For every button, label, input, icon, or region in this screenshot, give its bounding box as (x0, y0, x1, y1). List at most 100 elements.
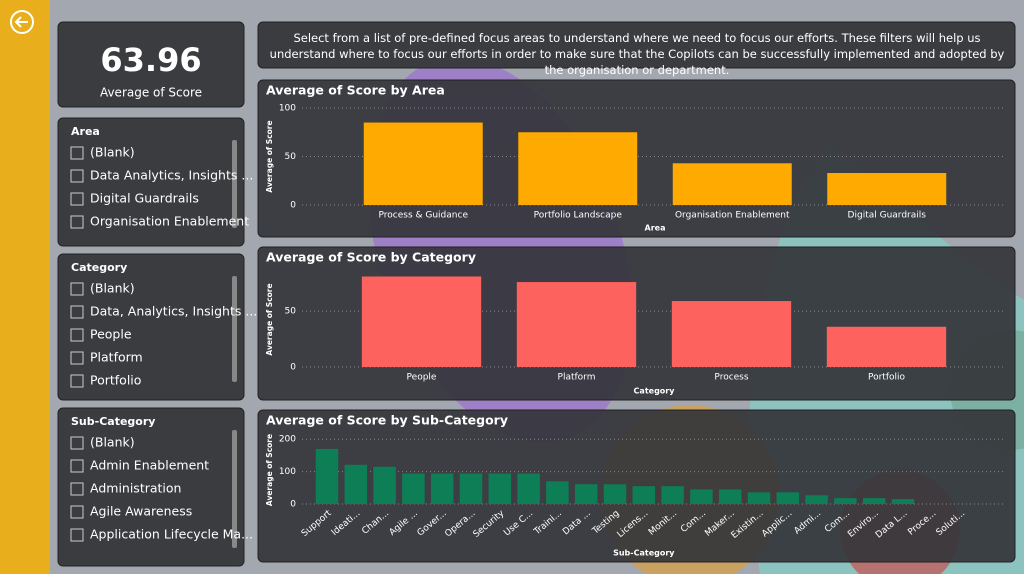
checkbox[interactable] (70, 505, 84, 519)
filter-item[interactable]: Administration (90, 481, 181, 496)
x-tick-label: Platform (558, 373, 596, 383)
checkbox[interactable] (70, 305, 84, 319)
sidebar (0, 0, 50, 574)
kpi-value: 63.96 (100, 41, 201, 79)
bar (776, 492, 800, 504)
y-axis-title: Average of Score (265, 283, 274, 355)
y-tick-label: 100 (279, 104, 296, 114)
bar (574, 484, 598, 504)
y-tick-label: 0 (290, 363, 296, 373)
bar (315, 448, 339, 504)
bar (834, 498, 857, 504)
kpi-label: Average of Score (100, 86, 202, 100)
bar (891, 499, 915, 504)
chart-title: Average of Score by Sub-Category (266, 413, 508, 428)
checkbox[interactable] (70, 436, 84, 450)
scrollbar (232, 140, 237, 228)
description-card (257, 21, 1016, 69)
bar (671, 301, 792, 367)
checkbox[interactable] (70, 528, 84, 542)
filter-item[interactable]: Data, Analytics, Insights ... (90, 304, 257, 319)
bar (690, 489, 713, 504)
x-tick-label: Organisation Enablement (675, 211, 790, 221)
filter-item[interactable]: (Blank) (90, 281, 135, 296)
bar (747, 492, 771, 504)
bar (459, 473, 483, 504)
chart-title: Average of Score by Category (266, 250, 476, 265)
scrollbar (232, 276, 237, 382)
filter-item[interactable]: Data Analytics, Insights ... (90, 168, 253, 183)
y-tick-label: 0 (290, 500, 296, 510)
chart-title: Average of Score by Area (266, 83, 445, 98)
bar (546, 481, 569, 504)
filter-item[interactable]: (Blank) (90, 145, 135, 160)
filter-item[interactable]: Portfolio (90, 373, 141, 388)
filter-title: Sub-Category (71, 415, 155, 428)
x-tick-label: Digital Guardrails (848, 211, 927, 221)
y-tick-label: 100 (279, 467, 296, 477)
bar (517, 473, 540, 504)
description: Select from a list of pre-defined focus … (269, 31, 1005, 77)
bar (430, 473, 454, 504)
bar (373, 466, 396, 504)
filter-item[interactable]: Platform (90, 350, 143, 365)
bar (603, 484, 627, 504)
bar (718, 489, 742, 504)
filter-title: Area (71, 125, 100, 138)
bar (672, 163, 792, 205)
bar (805, 495, 828, 504)
y-axis-title: Average of Score (265, 120, 274, 192)
y-tick-label: 200 (279, 435, 296, 445)
y-tick-label: 50 (285, 307, 297, 317)
x-axis-title: Sub-Category (613, 549, 675, 558)
checkbox[interactable] (70, 215, 84, 229)
kpi-card (57, 21, 245, 108)
bar (661, 486, 684, 504)
checkbox[interactable] (70, 482, 84, 496)
checkbox[interactable] (70, 282, 84, 296)
filter-card (57, 407, 245, 567)
checkbox[interactable] (70, 146, 84, 160)
checkbox[interactable] (70, 328, 84, 342)
checkbox[interactable] (70, 374, 84, 388)
filter-title: Category (71, 261, 127, 274)
filter-item[interactable]: Application Lifecycle Ma... (90, 527, 253, 542)
chart-card (257, 409, 1016, 563)
x-tick-label: Portfolio Landscape (534, 211, 623, 221)
bar (363, 122, 483, 205)
checkbox[interactable] (70, 351, 84, 365)
x-tick-label: Process & Guidance (379, 211, 469, 221)
bar (518, 132, 638, 205)
filter-item[interactable]: Organisation Enablement (90, 214, 249, 229)
filter-item[interactable]: People (90, 327, 132, 342)
bar (826, 326, 947, 367)
filter-item[interactable]: (Blank) (90, 435, 135, 450)
bar (344, 464, 368, 504)
bar (632, 486, 656, 504)
x-tick-label: Process (714, 373, 748, 383)
checkbox[interactable] (70, 459, 84, 473)
bar (862, 498, 886, 504)
bar (402, 473, 425, 504)
checkbox[interactable] (70, 169, 84, 183)
x-tick-label: People (407, 373, 437, 383)
filter-item[interactable]: Agile Awareness (90, 504, 192, 519)
bar (488, 473, 512, 504)
checkbox[interactable] (70, 192, 84, 206)
filter-card (57, 253, 245, 401)
y-tick-label: 0 (290, 201, 296, 211)
scrollbar (232, 430, 237, 548)
bar (516, 282, 637, 367)
x-tick-label: Portfolio (868, 373, 906, 383)
bar (827, 172, 947, 205)
x-axis-title: Area (645, 224, 666, 233)
bar (361, 276, 482, 367)
x-axis-title: Category (634, 387, 676, 396)
filter-item[interactable]: Admin Enablement (90, 458, 209, 473)
filter-item[interactable]: Digital Guardrails (90, 191, 199, 206)
back-button[interactable] (10, 10, 34, 34)
y-tick-label: 50 (285, 152, 297, 162)
y-axis-title: Average of Score (265, 434, 274, 506)
